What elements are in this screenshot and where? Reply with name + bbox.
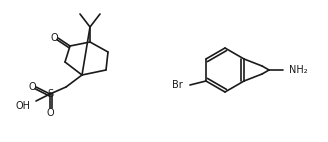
Text: NH₂: NH₂ bbox=[289, 65, 308, 75]
Text: O: O bbox=[28, 82, 36, 92]
Text: Br: Br bbox=[172, 80, 183, 90]
Text: O: O bbox=[50, 33, 58, 43]
Text: OH: OH bbox=[15, 101, 30, 111]
Text: O: O bbox=[46, 108, 54, 118]
Text: S: S bbox=[47, 89, 53, 99]
